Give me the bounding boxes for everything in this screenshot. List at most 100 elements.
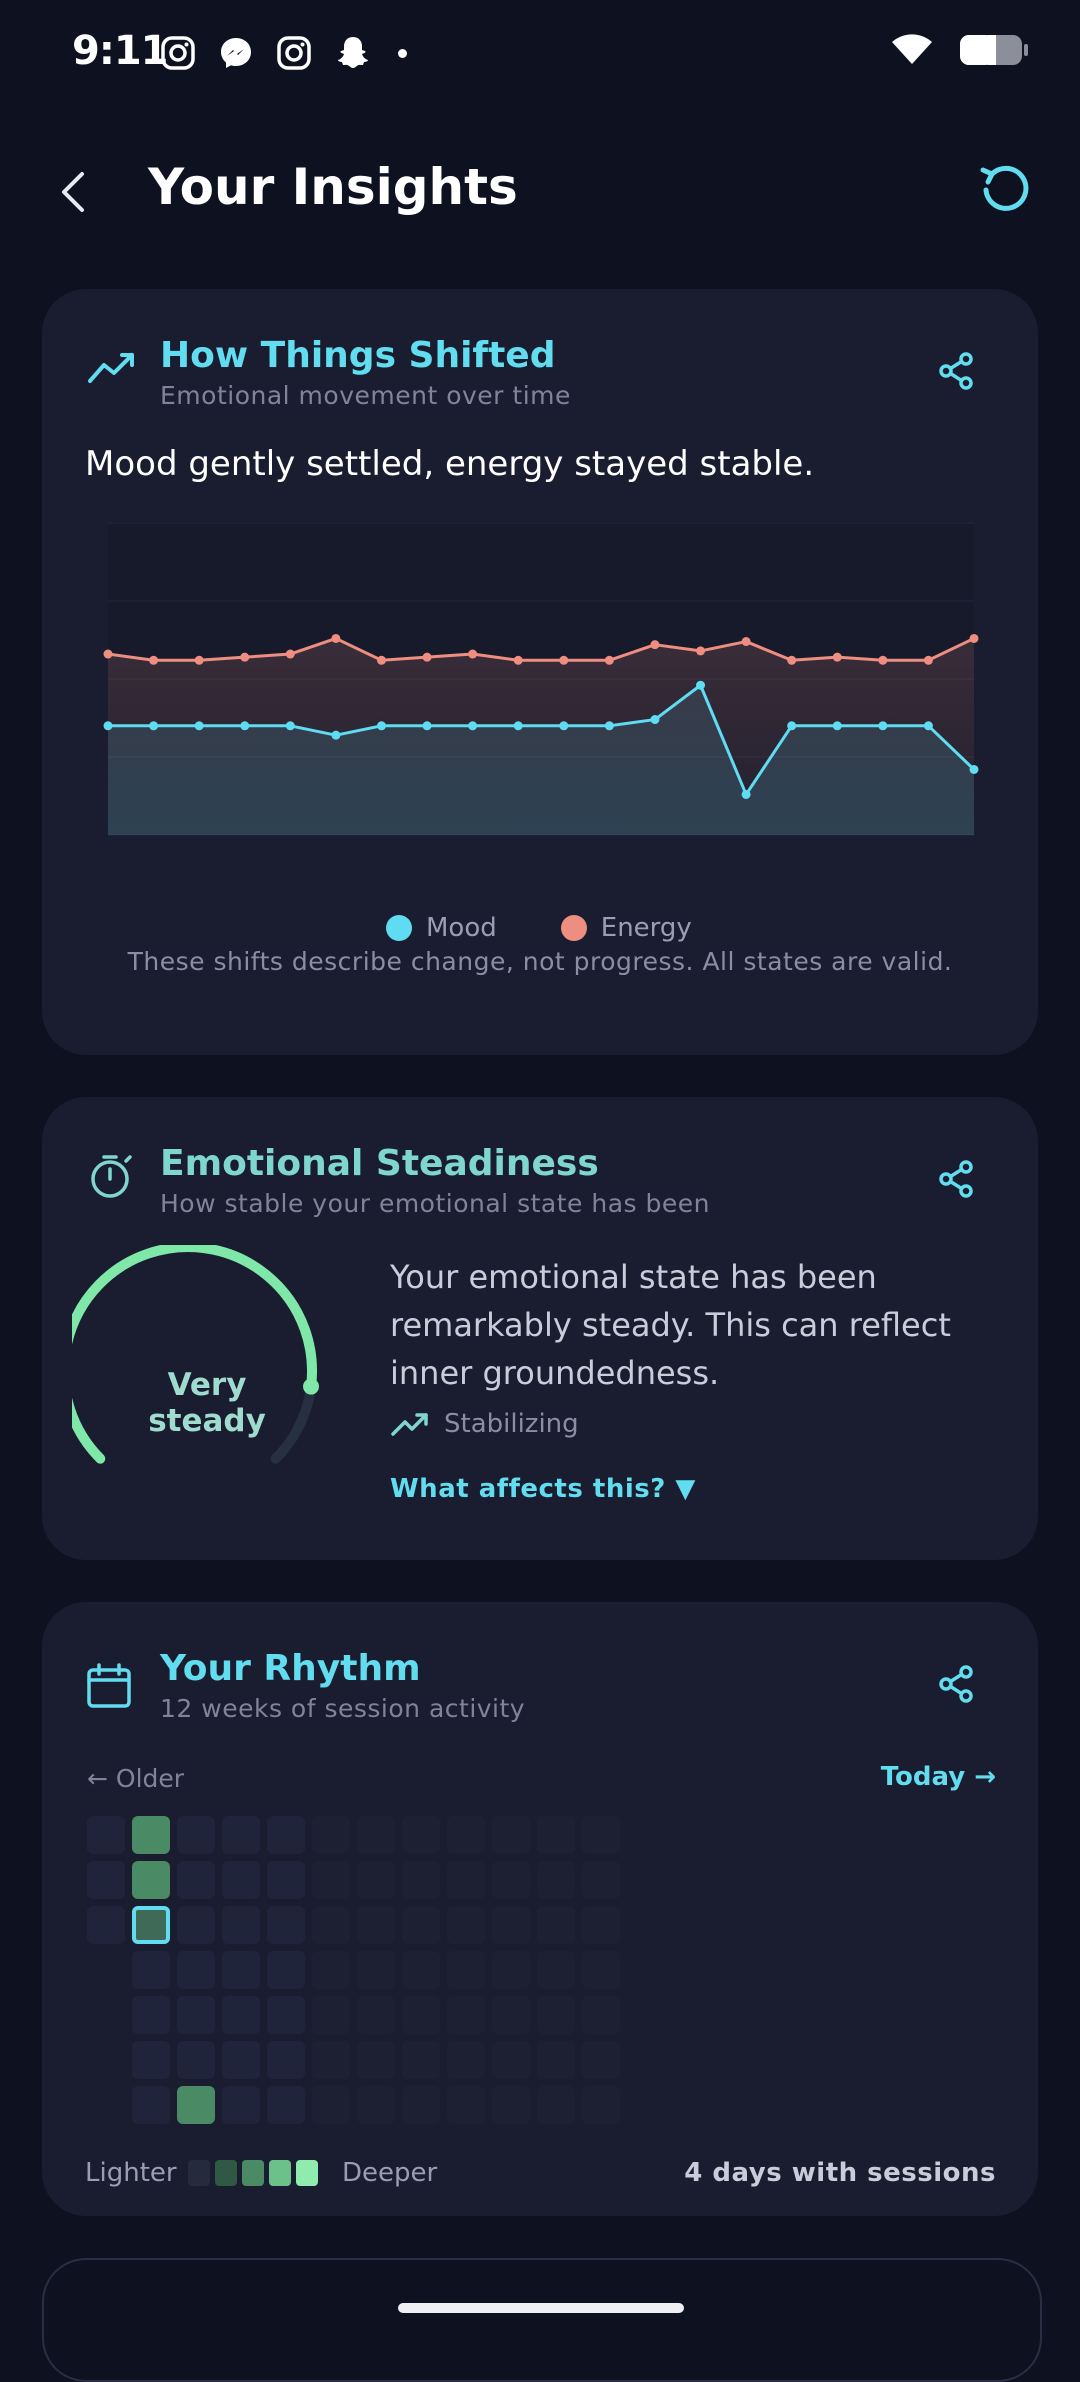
activity-cell (222, 2041, 260, 2079)
what-affects-toggle[interactable]: What affects this? ▼ (390, 1474, 696, 1504)
mood-point (194, 721, 204, 731)
trending-up-icon (391, 1413, 428, 1436)
activity-cell (402, 1816, 440, 1854)
intensity-scale (188, 2160, 318, 2186)
activity-cell (447, 2041, 485, 2079)
home-indicator[interactable] (398, 2303, 684, 2313)
activity-cell (177, 1816, 215, 1854)
legend-swatch-mood (386, 915, 412, 941)
older-label: ← Older (87, 1764, 185, 1793)
activity-cell (447, 1861, 485, 1899)
activity-cell (357, 2041, 395, 2079)
activity-cell (402, 1906, 440, 1944)
energy-point (604, 655, 614, 665)
activity-cell (582, 1951, 620, 1989)
notification-icons (160, 34, 407, 72)
legend-swatch-energy (560, 915, 587, 941)
activity-cell (582, 1816, 620, 1854)
activity-cell (357, 1861, 395, 1899)
scale-level-4 (296, 2160, 318, 2186)
mood-point (787, 721, 797, 731)
energy-point (969, 633, 979, 643)
mood-point (832, 721, 842, 731)
energy-point (194, 655, 204, 665)
shifts-title: How Things Shifted (160, 335, 556, 376)
back-button[interactable] (58, 170, 88, 218)
instagram-icon (277, 36, 311, 70)
snapchat-icon (338, 37, 368, 68)
activity-cell (447, 2086, 485, 2124)
activity-cell (177, 1951, 215, 1989)
share-button[interactable] (936, 1664, 976, 1708)
activity-cell (312, 1951, 350, 1989)
mood-point (149, 721, 159, 731)
activity-cell (177, 1996, 215, 2034)
energy-point (331, 633, 341, 643)
activity-cell (582, 2041, 620, 2079)
activity-cell (267, 1951, 305, 1989)
activity-cell (492, 1906, 530, 1944)
energy-point (741, 637, 751, 647)
activity-cell (87, 2086, 125, 2124)
activity-cell (267, 2086, 305, 2124)
activity-cell (357, 1996, 395, 2034)
activity-cell (492, 1951, 530, 1989)
activity-cell (267, 1861, 305, 1899)
share-icon (939, 1665, 973, 1703)
mood-point (468, 721, 478, 731)
mood-area (108, 685, 974, 835)
energy-point (650, 640, 660, 650)
mood-point (331, 730, 341, 740)
energy-point (103, 649, 113, 659)
share-button[interactable] (936, 351, 976, 395)
energy-point (787, 655, 797, 665)
trend-indicator: Stabilizing (390, 1409, 579, 1439)
scale-level-2 (242, 2160, 264, 2186)
more-notifications-dot (398, 48, 407, 58)
refresh-icon (980, 165, 1029, 211)
share-icon (939, 1160, 973, 1198)
energy-point (376, 655, 386, 665)
energy-point (923, 655, 933, 665)
rhythm-card: Your Rhythm 12 weeks of session activity… (42, 1602, 1038, 2216)
activity-cell (402, 1996, 440, 2034)
energy-point (878, 655, 888, 665)
refresh-button[interactable] (978, 162, 1034, 222)
share-button[interactable] (936, 1159, 976, 1203)
mood-point (650, 715, 660, 725)
legend-label-energy: Energy (600, 913, 692, 943)
steadiness-gauge (72, 1245, 320, 1464)
activity-cell (312, 1861, 350, 1899)
activity-cell (312, 1816, 350, 1854)
trend-label: Stabilizing (444, 1409, 579, 1439)
activity-cell (177, 2086, 215, 2124)
legend-high-label: Deeper (342, 2158, 438, 2188)
energy-point (422, 652, 432, 662)
activity-cell (582, 2086, 620, 2124)
energy-point (559, 655, 569, 665)
session-days-count: 4 days with sessions (684, 2158, 996, 2188)
activity-cell (267, 1996, 305, 2034)
activity-cell (537, 1996, 575, 2034)
trend-line-icon (86, 347, 136, 391)
shifts-footnote: These shifts describe change, not progre… (127, 947, 953, 976)
activity-cell (492, 1816, 530, 1854)
activity-cell (87, 1816, 125, 1854)
activity-cell (492, 2086, 530, 2124)
today-link[interactable]: Today → (880, 1762, 996, 1792)
stopwatch-icon (86, 1151, 138, 1207)
chart-legend: Mood Energy (386, 913, 692, 943)
scale-level-3 (269, 2160, 291, 2186)
activity-cell (447, 1951, 485, 1989)
mood-point (240, 721, 250, 731)
activity-cell (357, 2086, 395, 2124)
battery-icon (960, 35, 1028, 65)
activity-cell (87, 1861, 125, 1899)
shifts-card: How Things Shifted Emotional movement ov… (42, 289, 1038, 1055)
shifts-subtitle: Emotional movement over time (160, 381, 571, 410)
mood-point (878, 721, 888, 731)
activity-cell (267, 1816, 305, 1854)
activity-cell (357, 1951, 395, 1989)
mood-point (696, 680, 706, 690)
activity-cell (402, 1951, 440, 1989)
